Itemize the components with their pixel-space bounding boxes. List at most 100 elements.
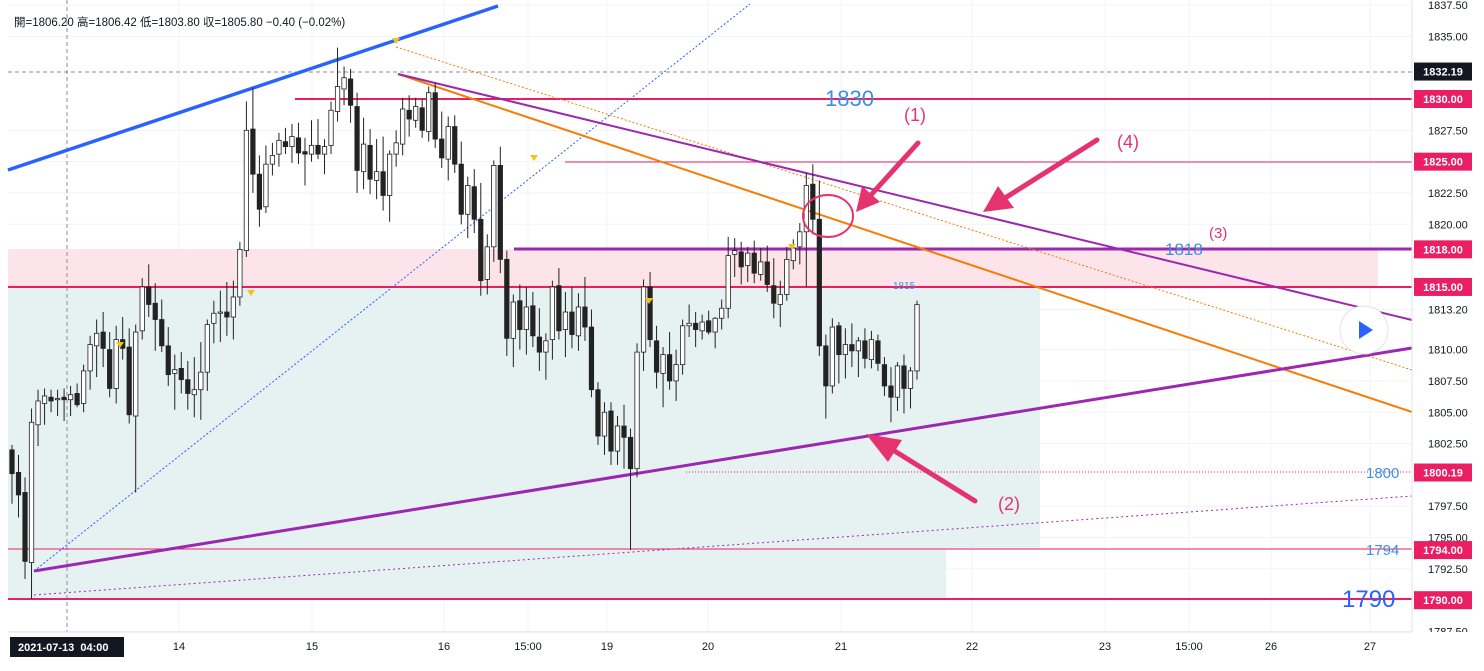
price-tag-label: 1832.19 — [1423, 67, 1463, 79]
candle-body — [380, 171, 386, 196]
candle-body — [823, 345, 829, 387]
candle-body — [478, 218, 484, 282]
crosshair-time-text: 2021-07-13 04:00 — [18, 642, 109, 654]
candle-body — [237, 248, 243, 298]
candle-body — [400, 108, 406, 145]
candle-body — [67, 394, 74, 401]
candle-body — [347, 78, 354, 106]
candle-body — [484, 246, 490, 280]
purple-dotted-uptrend-line[interactable] — [33, 495, 1413, 596]
candle-body — [204, 324, 210, 373]
candle-body — [419, 107, 425, 131]
candle-body — [126, 346, 132, 416]
candle-body — [764, 261, 770, 285]
candle-body — [54, 398, 61, 401]
candle-body — [256, 173, 263, 210]
price-tick-label: 1837.50 — [1428, 0, 1468, 12]
candle-body — [510, 301, 516, 339]
candle-body — [894, 365, 901, 398]
candle-body — [758, 261, 764, 275]
price-tag-box — [1414, 277, 1472, 296]
candle-body — [354, 106, 360, 171]
candle-body — [133, 331, 139, 417]
candle-body — [595, 389, 601, 437]
candle-body — [562, 311, 569, 330]
price-tag-box — [1414, 240, 1472, 259]
annotation-arrow-4[interactable] — [983, 137, 1100, 212]
candle-body — [517, 300, 523, 330]
time-tick-label: 26 — [1265, 641, 1277, 653]
candle-body — [901, 365, 907, 389]
purple-uptrend-line[interactable] — [33, 346, 1413, 573]
ohlc-header: 開=1806.20 高=1806.42 低=1803.80 収=1805.80 … — [14, 15, 345, 29]
candle-body — [862, 340, 868, 359]
candle-body — [504, 258, 510, 339]
candle-body — [74, 393, 80, 406]
candle-body — [640, 286, 647, 353]
level-label-1818: 1818 — [1165, 240, 1203, 259]
price-tag-box — [1414, 152, 1472, 171]
candle-body — [458, 163, 464, 215]
candle-body — [406, 109, 412, 120]
candle-body — [152, 302, 158, 320]
annotation-arrow-1[interactable] — [856, 140, 921, 212]
candle-body — [178, 367, 184, 381]
candle-body — [471, 186, 477, 220]
price-tick-label: 1805.00 — [1428, 407, 1468, 419]
candle-body — [159, 319, 165, 347]
time-tick-label: 19 — [601, 641, 613, 653]
play-icon[interactable] — [1359, 321, 1373, 339]
annotation-arrow-2[interactable] — [866, 434, 978, 504]
candle-body — [445, 126, 451, 160]
candle-body — [217, 311, 223, 314]
candle-body — [699, 321, 705, 332]
price-axis[interactable]: 1837.50 1835.00 1827.50 1825.00 1822.50 1820.… — [1411, 0, 1484, 640]
candle-body — [706, 320, 712, 333]
purple-downtrend-line[interactable] — [397, 73, 1413, 321]
candle-body — [9, 449, 15, 475]
candle-body — [432, 92, 438, 140]
time-axis[interactable]: 14 15 16 15:00 19 20 21 22 23 15:00 26 27 2021-07-1… — [0, 631, 1484, 671]
time-tick-label: 16 — [438, 641, 450, 653]
scroll-to-realtime-button[interactable] — [1339, 305, 1389, 355]
candle-body — [530, 305, 536, 337]
candle-body — [888, 385, 894, 398]
price-tag-box — [1414, 463, 1472, 482]
candle-body — [465, 185, 471, 215]
time-tick-label: 27 — [1364, 641, 1376, 653]
candle-body — [302, 151, 308, 155]
candle-body — [289, 136, 295, 148]
candle-body — [875, 340, 881, 364]
highlight-circle[interactable] — [802, 194, 854, 238]
price-tag-label: 1818.00 — [1423, 244, 1463, 256]
candle-body — [165, 345, 171, 376]
price-tag-box — [1414, 541, 1472, 560]
candle-body — [224, 311, 230, 318]
candle-body — [22, 492, 28, 562]
candle-body — [243, 129, 249, 252]
orange-trendline[interactable] — [397, 73, 1413, 413]
price-tick-label: 1822.50 — [1428, 188, 1468, 200]
candle-body — [81, 370, 87, 404]
candle-body — [621, 425, 627, 438]
level-label-1800: 1800 — [1366, 465, 1399, 482]
marker-down-triangle — [392, 38, 400, 44]
candle-body — [393, 142, 399, 155]
level-label-1794: 1794 — [1366, 542, 1399, 559]
candle-body — [738, 251, 744, 268]
time-tick-label: 14 — [173, 641, 185, 653]
orange-dotted-trendline[interactable] — [395, 46, 1413, 371]
candle-body — [341, 77, 347, 90]
time-tick-label: 15:00 — [1175, 641, 1203, 653]
blue-dotted-trendline[interactable] — [33, 3, 751, 572]
candle-body — [914, 304, 920, 372]
price-tick-label: 1797.50 — [1428, 501, 1468, 513]
marker-down-triangle — [247, 290, 255, 296]
candle-body — [556, 285, 562, 332]
candle-body — [575, 306, 582, 337]
candle-body — [816, 218, 822, 347]
candle-body — [35, 400, 41, 426]
candle-body — [497, 165, 503, 260]
candle-body — [588, 326, 595, 391]
